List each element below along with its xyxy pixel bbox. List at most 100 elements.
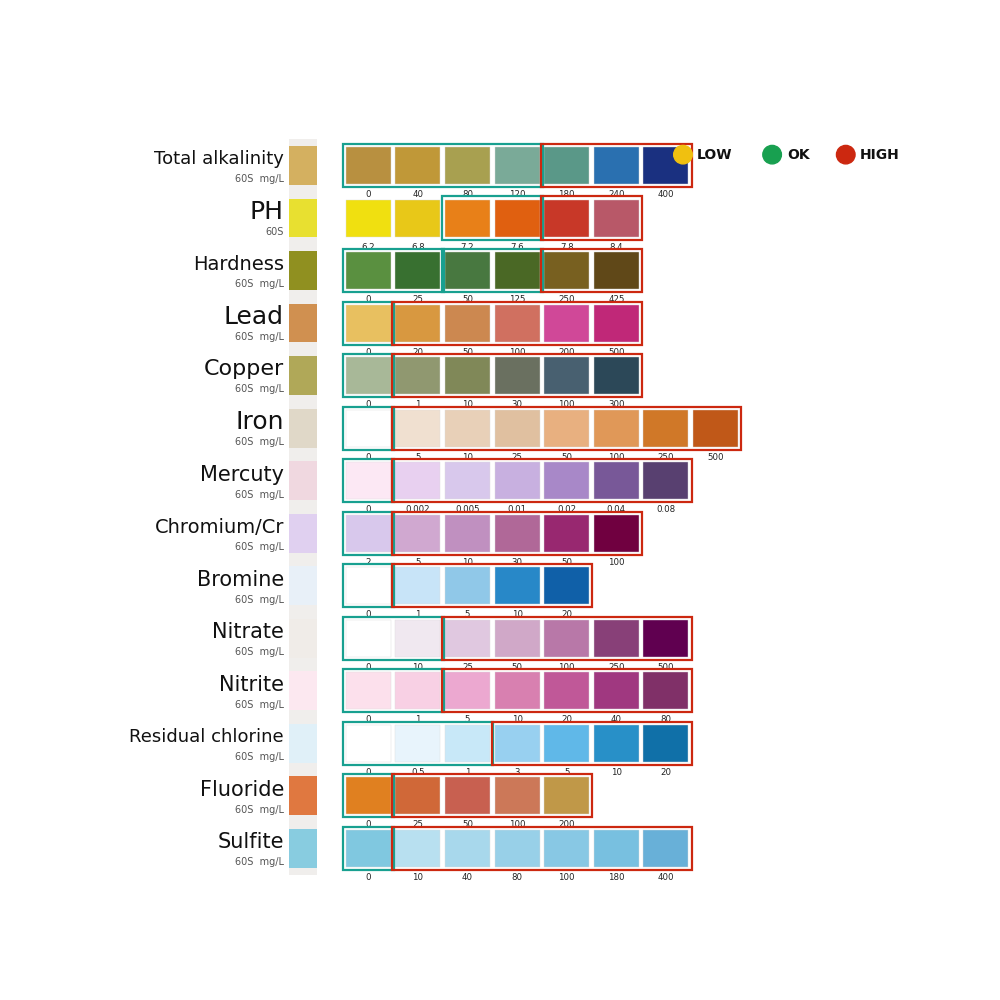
- Bar: [346, 410, 391, 447]
- Text: 50: 50: [462, 295, 473, 304]
- Text: 60S  mg/L: 60S mg/L: [235, 700, 284, 710]
- Text: 10: 10: [462, 453, 473, 462]
- Text: 50: 50: [512, 663, 523, 672]
- Text: 60S  mg/L: 60S mg/L: [235, 332, 284, 342]
- Bar: [346, 672, 391, 709]
- Bar: [289, 671, 317, 710]
- Text: 20: 20: [412, 348, 423, 357]
- Bar: [594, 620, 639, 657]
- Bar: [289, 514, 317, 553]
- Text: 0: 0: [366, 663, 371, 672]
- Text: 250: 250: [658, 453, 674, 462]
- Bar: [442, 249, 543, 292]
- Bar: [343, 669, 444, 712]
- Bar: [395, 410, 440, 447]
- Bar: [445, 515, 490, 552]
- Bar: [495, 777, 540, 814]
- Text: 20: 20: [660, 768, 671, 777]
- Text: 0.01: 0.01: [508, 505, 527, 514]
- Bar: [445, 410, 490, 447]
- Bar: [289, 251, 317, 290]
- Text: Hardness: Hardness: [193, 255, 284, 274]
- Bar: [343, 827, 394, 870]
- Text: 0: 0: [366, 295, 371, 304]
- Text: 5: 5: [465, 610, 470, 619]
- Bar: [643, 725, 688, 762]
- Bar: [395, 200, 440, 237]
- Text: 10: 10: [462, 400, 473, 409]
- Bar: [395, 620, 440, 657]
- Text: 30: 30: [512, 558, 523, 567]
- Text: 10: 10: [611, 768, 622, 777]
- Bar: [442, 669, 692, 712]
- Bar: [445, 725, 490, 762]
- Bar: [289, 199, 317, 237]
- Text: 0.08: 0.08: [656, 505, 676, 514]
- Bar: [395, 830, 440, 867]
- Text: 10: 10: [512, 715, 523, 724]
- Text: Copper: Copper: [204, 359, 284, 379]
- Text: 5: 5: [564, 768, 570, 777]
- Text: 0.005: 0.005: [455, 505, 480, 514]
- Text: 100: 100: [608, 453, 625, 462]
- Text: 0: 0: [366, 820, 371, 829]
- Bar: [495, 410, 540, 447]
- Bar: [495, 305, 540, 342]
- Text: 50: 50: [561, 558, 572, 567]
- Text: 3: 3: [514, 768, 520, 777]
- Text: 5: 5: [415, 558, 421, 567]
- Bar: [445, 357, 490, 394]
- Text: Mercuty: Mercuty: [200, 465, 284, 485]
- Bar: [495, 672, 540, 709]
- Bar: [594, 147, 639, 184]
- Bar: [289, 566, 317, 605]
- Text: Lead: Lead: [224, 305, 284, 329]
- Text: 7.2: 7.2: [461, 243, 474, 252]
- Text: 10: 10: [512, 610, 523, 619]
- Text: 25: 25: [512, 453, 523, 462]
- Text: 60S  mg/L: 60S mg/L: [235, 542, 284, 552]
- Text: 60S  mg/L: 60S mg/L: [235, 857, 284, 867]
- Text: 8.4: 8.4: [610, 243, 623, 252]
- Text: 0: 0: [366, 715, 371, 724]
- Bar: [346, 305, 391, 342]
- Bar: [346, 252, 391, 289]
- Bar: [289, 724, 317, 763]
- Bar: [395, 725, 440, 762]
- Bar: [343, 617, 444, 660]
- Bar: [445, 305, 490, 342]
- Circle shape: [763, 145, 781, 164]
- Bar: [541, 196, 642, 240]
- Bar: [594, 410, 639, 447]
- Bar: [544, 200, 589, 237]
- Text: 100: 100: [509, 348, 525, 357]
- Bar: [289, 304, 317, 342]
- Bar: [495, 725, 540, 762]
- Text: 6.8: 6.8: [411, 243, 425, 252]
- Bar: [346, 567, 391, 604]
- Bar: [643, 620, 688, 657]
- Bar: [346, 200, 391, 237]
- Bar: [343, 722, 493, 765]
- Bar: [643, 147, 688, 184]
- Bar: [495, 200, 540, 237]
- Text: 0.04: 0.04: [607, 505, 626, 514]
- Bar: [392, 827, 692, 870]
- Bar: [544, 410, 589, 447]
- Bar: [343, 354, 394, 397]
- Text: 250: 250: [608, 663, 625, 672]
- Text: 7.8: 7.8: [560, 243, 574, 252]
- Bar: [346, 620, 391, 657]
- Text: 125: 125: [509, 295, 525, 304]
- Bar: [346, 357, 391, 394]
- Text: 180: 180: [608, 873, 625, 882]
- Bar: [395, 305, 440, 342]
- Text: 60S  mg/L: 60S mg/L: [235, 279, 284, 289]
- Text: 0: 0: [366, 190, 371, 199]
- Bar: [343, 302, 394, 345]
- Text: 60S  mg/L: 60S mg/L: [235, 647, 284, 657]
- Bar: [544, 462, 589, 499]
- Text: 200: 200: [558, 820, 575, 829]
- Text: 0: 0: [366, 348, 371, 357]
- Text: 100: 100: [558, 663, 575, 672]
